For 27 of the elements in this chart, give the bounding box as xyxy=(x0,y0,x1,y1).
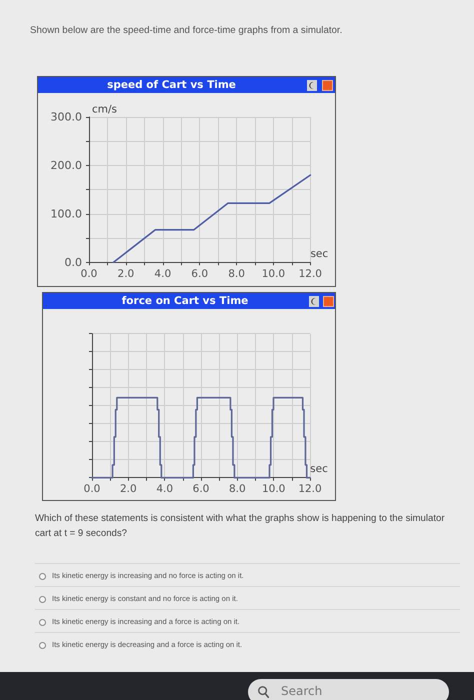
text: Shown below are the speed-time and force-time graphs from a simulator. xyxy=(30,25,342,36)
x-tick-label: 10.0 xyxy=(262,483,286,496)
y-axis-title: cm/s xyxy=(92,104,118,116)
y-tick-label: 100.0 xyxy=(50,207,82,220)
x-axis-title: sec xyxy=(310,248,328,260)
y-tick-label: 0.0 xyxy=(64,256,82,269)
x-tick-label: 0.0 xyxy=(84,483,100,496)
chart-title: force on Cart vs Time xyxy=(120,294,250,309)
line-series xyxy=(112,174,312,264)
y-tick-label: 200.0 xyxy=(50,158,82,172)
chart-title: speed of Cart vs Time xyxy=(106,78,237,93)
x-tick-label: 12.0 xyxy=(298,268,322,280)
x-tick-label: 2.0 xyxy=(118,268,134,280)
x-tick-label: 10.0 xyxy=(262,268,286,280)
x-tick-label: 6.0 xyxy=(191,268,208,280)
x-tick-label: 4.0 xyxy=(154,268,172,280)
x-axis-title: sec xyxy=(310,463,328,476)
x-tick-label: 12.0 xyxy=(298,483,322,496)
x-tick-label: 6.0 xyxy=(192,483,210,496)
x-tick-label: 0.0 xyxy=(80,268,98,280)
x-tick-label: 8.0 xyxy=(228,483,246,496)
y-tick-label: 300.0 xyxy=(50,110,82,124)
x-tick-label: 4.0 xyxy=(156,483,174,496)
text: Which of these statements is consistent with what the graphs show is happening to the simulator cart at t = 9 seconds? xyxy=(35,512,446,540)
x-tick-label: 8.0 xyxy=(228,268,245,280)
search-field: Search xyxy=(248,679,449,700)
x-tick-label: 2.0 xyxy=(120,483,137,496)
